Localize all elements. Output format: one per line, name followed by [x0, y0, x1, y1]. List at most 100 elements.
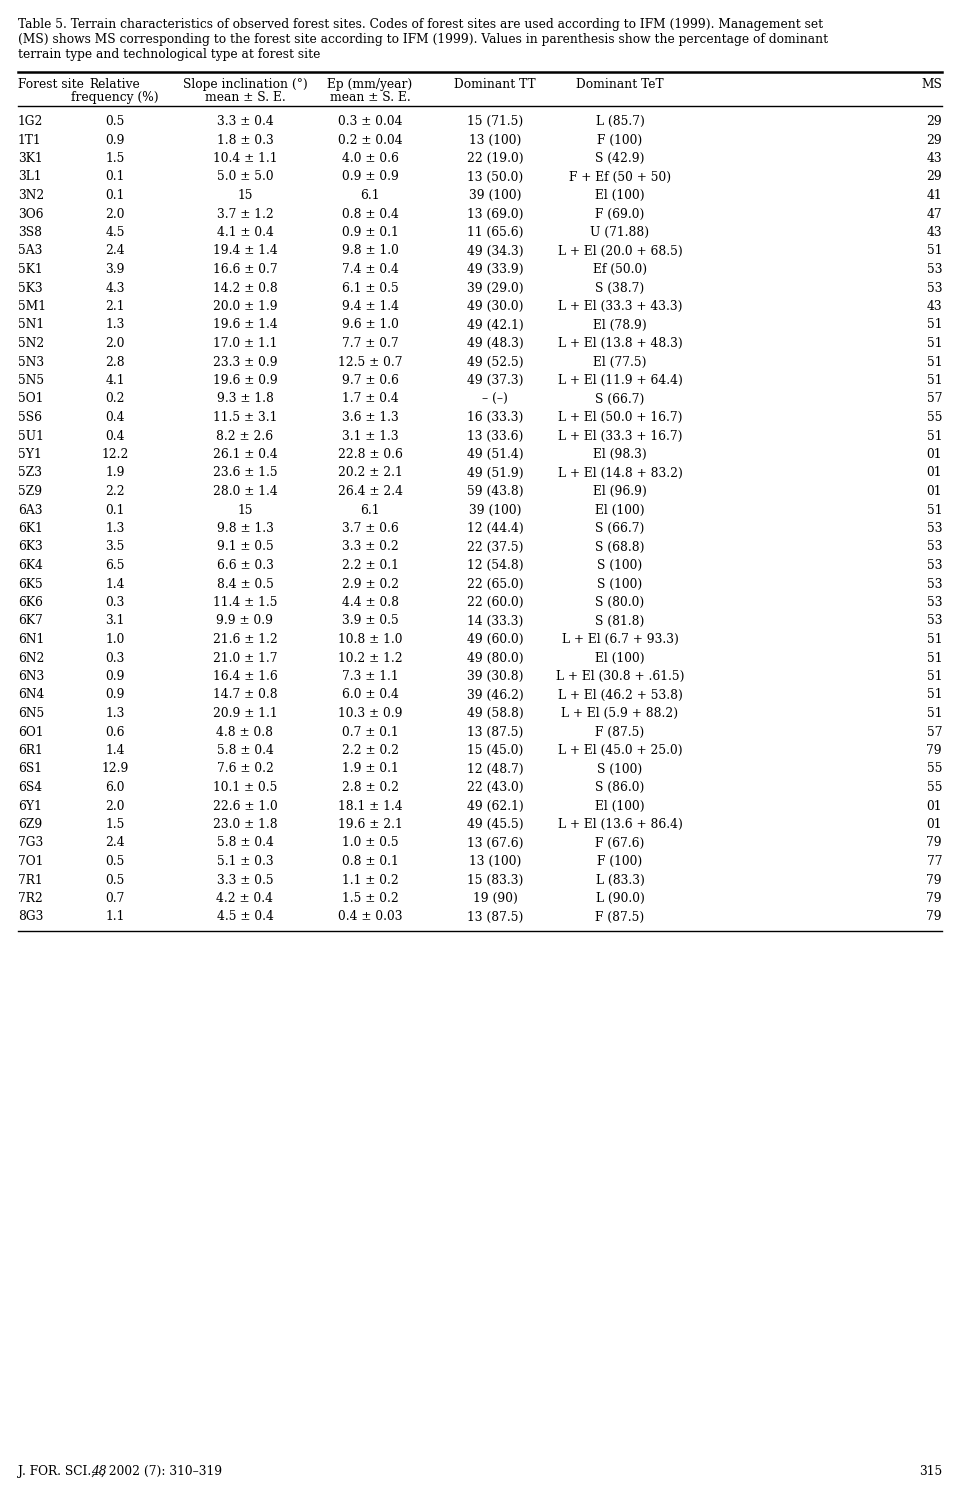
Text: 11.5 ± 3.1: 11.5 ± 3.1 — [213, 412, 277, 424]
Text: 4.8 ± 0.8: 4.8 ± 0.8 — [217, 726, 274, 738]
Text: L + El (11.9 + 64.4): L + El (11.9 + 64.4) — [558, 374, 683, 388]
Text: 3S8: 3S8 — [18, 226, 42, 240]
Text: 11 (65.6): 11 (65.6) — [467, 226, 523, 240]
Text: 1.3: 1.3 — [106, 707, 125, 720]
Text: F (87.5): F (87.5) — [595, 726, 644, 738]
Text: S (100): S (100) — [597, 762, 642, 775]
Text: 0.9 ± 0.1: 0.9 ± 0.1 — [342, 226, 398, 240]
Text: 2.8: 2.8 — [106, 355, 125, 368]
Text: 4.5: 4.5 — [106, 226, 125, 240]
Text: L + El (14.8 + 83.2): L + El (14.8 + 83.2) — [558, 467, 683, 479]
Text: 10.1 ± 0.5: 10.1 ± 0.5 — [213, 781, 277, 793]
Text: 57: 57 — [926, 726, 942, 738]
Text: S (100): S (100) — [597, 558, 642, 572]
Text: 1.4: 1.4 — [106, 744, 125, 757]
Text: 1.5: 1.5 — [106, 817, 125, 831]
Text: S (100): S (100) — [597, 578, 642, 590]
Text: 5M1: 5M1 — [18, 299, 46, 313]
Text: 6N5: 6N5 — [18, 707, 44, 720]
Text: 13 (69.0): 13 (69.0) — [467, 208, 523, 220]
Text: 6K3: 6K3 — [18, 540, 43, 554]
Text: 13 (87.5): 13 (87.5) — [467, 910, 523, 924]
Text: 5N3: 5N3 — [18, 355, 44, 368]
Text: 11.4 ± 1.5: 11.4 ± 1.5 — [213, 596, 277, 609]
Text: 2.1: 2.1 — [106, 299, 125, 313]
Text: 1.0: 1.0 — [106, 633, 125, 647]
Text: 01: 01 — [926, 485, 942, 499]
Text: 5N2: 5N2 — [18, 337, 44, 350]
Text: 53: 53 — [926, 558, 942, 572]
Text: 20.0 ± 1.9: 20.0 ± 1.9 — [213, 299, 277, 313]
Text: 47: 47 — [926, 208, 942, 220]
Text: – (–): – (–) — [482, 392, 508, 406]
Text: F (69.0): F (69.0) — [595, 208, 645, 220]
Text: 23.6 ± 1.5: 23.6 ± 1.5 — [213, 467, 277, 479]
Text: 7.7 ± 0.7: 7.7 ± 0.7 — [342, 337, 398, 350]
Text: 7.6 ± 0.2: 7.6 ± 0.2 — [217, 762, 274, 775]
Text: 29: 29 — [926, 171, 942, 184]
Text: 5Z9: 5Z9 — [18, 485, 42, 499]
Text: 6R1: 6R1 — [18, 744, 43, 757]
Text: Relative: Relative — [89, 78, 140, 91]
Text: U (71.88): U (71.88) — [590, 226, 650, 240]
Text: 5.0 ± 5.0: 5.0 ± 5.0 — [217, 171, 274, 184]
Text: 1.3: 1.3 — [106, 319, 125, 331]
Text: 53: 53 — [926, 596, 942, 609]
Text: 16.6 ± 0.7: 16.6 ± 0.7 — [213, 263, 277, 275]
Text: 1.3: 1.3 — [106, 522, 125, 534]
Text: 51: 51 — [926, 707, 942, 720]
Text: 43: 43 — [926, 153, 942, 165]
Text: 21.0 ± 1.7: 21.0 ± 1.7 — [213, 651, 277, 665]
Text: 7R2: 7R2 — [18, 892, 43, 906]
Text: 51: 51 — [926, 651, 942, 665]
Text: 4.1 ± 0.4: 4.1 ± 0.4 — [217, 226, 274, 240]
Text: El (100): El (100) — [595, 799, 645, 813]
Text: 3.7 ± 0.6: 3.7 ± 0.6 — [342, 522, 398, 534]
Text: 6O1: 6O1 — [18, 726, 43, 738]
Text: 6A3: 6A3 — [18, 503, 42, 516]
Text: 4.3: 4.3 — [106, 281, 125, 295]
Text: 57: 57 — [926, 392, 942, 406]
Text: 7G3: 7G3 — [18, 837, 43, 849]
Text: Ef (50.0): Ef (50.0) — [593, 263, 647, 275]
Text: 3O6: 3O6 — [18, 208, 43, 220]
Text: Table 5. Terrain characteristics of observed forest sites. Codes of forest sites: Table 5. Terrain characteristics of obse… — [18, 18, 823, 31]
Text: 5.1 ± 0.3: 5.1 ± 0.3 — [217, 855, 274, 868]
Text: 8G3: 8G3 — [18, 910, 43, 924]
Text: 20.9 ± 1.1: 20.9 ± 1.1 — [213, 707, 277, 720]
Text: 49 (62.1): 49 (62.1) — [467, 799, 523, 813]
Text: 6K6: 6K6 — [18, 596, 43, 609]
Text: 3.6 ± 1.3: 3.6 ± 1.3 — [342, 412, 398, 424]
Text: L (90.0): L (90.0) — [595, 892, 644, 906]
Text: 1.4: 1.4 — [106, 578, 125, 590]
Text: 39 (100): 39 (100) — [468, 503, 521, 516]
Text: 7O1: 7O1 — [18, 855, 43, 868]
Text: 1.0 ± 0.5: 1.0 ± 0.5 — [342, 837, 398, 849]
Text: 0.1: 0.1 — [106, 503, 125, 516]
Text: 6K4: 6K4 — [18, 558, 43, 572]
Text: Dominant TeT: Dominant TeT — [576, 78, 663, 91]
Text: 2.4: 2.4 — [106, 244, 125, 257]
Text: 9.6 ± 1.0: 9.6 ± 1.0 — [342, 319, 398, 331]
Text: 53: 53 — [926, 540, 942, 554]
Text: 3.3 ± 0.2: 3.3 ± 0.2 — [342, 540, 398, 554]
Text: L + El (20.0 + 68.5): L + El (20.0 + 68.5) — [558, 244, 683, 257]
Text: 6.0: 6.0 — [106, 781, 125, 793]
Text: Dominant TT: Dominant TT — [454, 78, 536, 91]
Text: Slope inclination (°): Slope inclination (°) — [182, 78, 307, 91]
Text: J. FOR. SCI.,: J. FOR. SCI., — [18, 1466, 99, 1478]
Text: 19.6 ± 1.4: 19.6 ± 1.4 — [212, 319, 277, 331]
Text: L + El (50.0 + 16.7): L + El (50.0 + 16.7) — [558, 412, 683, 424]
Text: 6Y1: 6Y1 — [18, 799, 42, 813]
Text: 7.3 ± 1.1: 7.3 ± 1.1 — [342, 671, 398, 683]
Text: MS: MS — [922, 78, 942, 91]
Text: 0.8 ± 0.1: 0.8 ± 0.1 — [342, 855, 398, 868]
Text: 26.4 ± 2.4: 26.4 ± 2.4 — [338, 485, 402, 499]
Text: El (98.3): El (98.3) — [593, 448, 647, 461]
Text: 15 (83.3): 15 (83.3) — [467, 874, 523, 886]
Text: 49 (60.0): 49 (60.0) — [467, 633, 523, 647]
Text: terrain type and technological type at forest site: terrain type and technological type at f… — [18, 48, 321, 61]
Text: 49 (58.8): 49 (58.8) — [467, 707, 523, 720]
Text: 39 (30.8): 39 (30.8) — [467, 671, 523, 683]
Text: 26.1 ± 0.4: 26.1 ± 0.4 — [212, 448, 277, 461]
